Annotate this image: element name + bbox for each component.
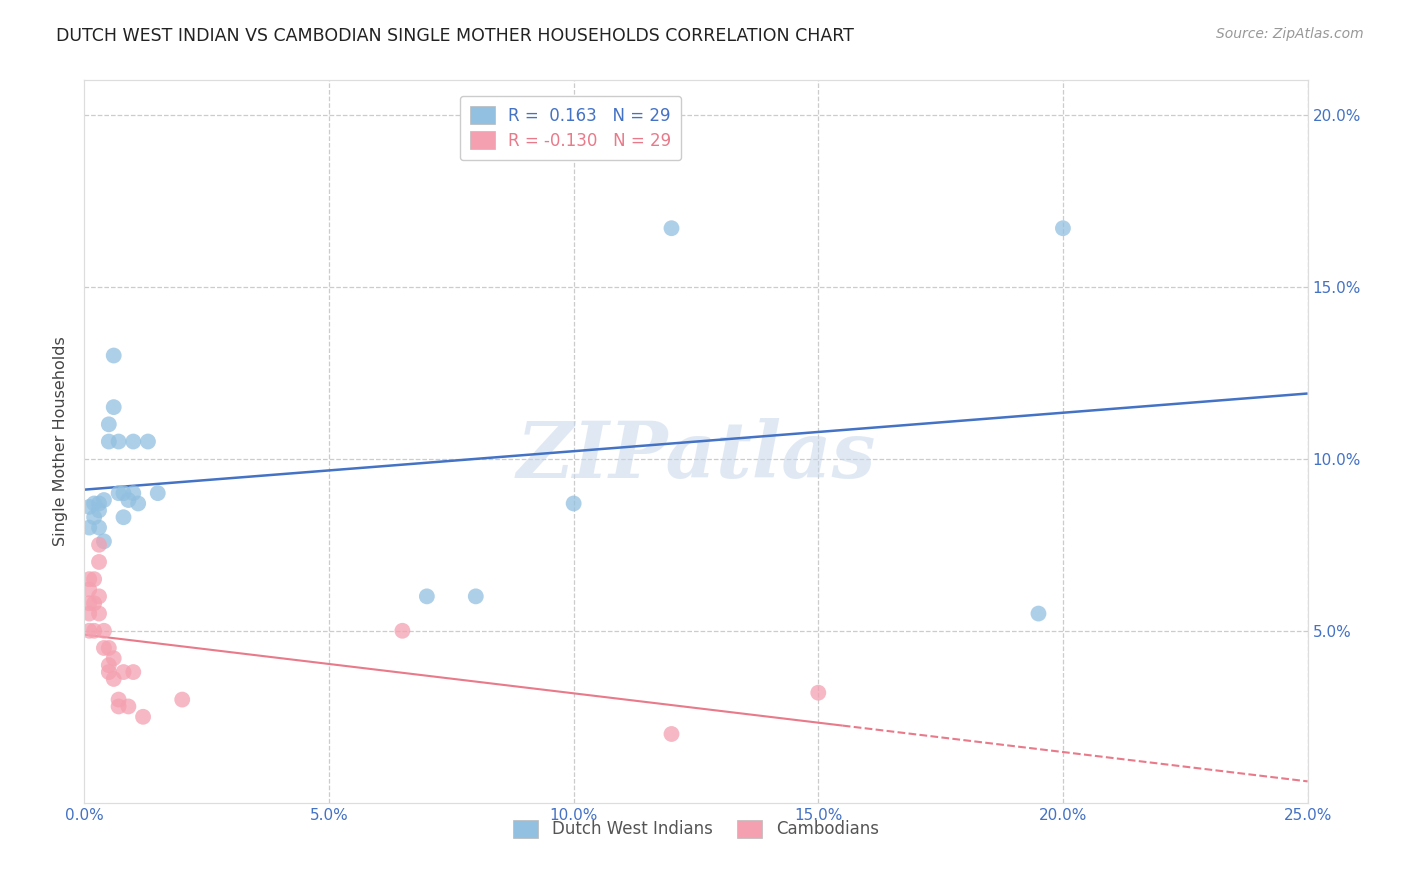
Text: ZIPatlas: ZIPatlas [516,417,876,494]
Point [112,510,135,524]
Point [87,538,110,552]
Point [77,582,100,597]
Point [391,624,413,638]
Point [97,434,120,449]
Point [107,699,129,714]
Point [77,520,100,534]
Point [117,493,139,508]
Point [97,417,120,432]
Point [122,665,145,679]
Point [416,590,439,604]
Point [77,572,100,586]
Point [77,607,100,621]
Point [97,658,120,673]
Legend: Dutch West Indians, Cambodians: Dutch West Indians, Cambodians [506,813,886,845]
Point [107,486,129,500]
Point [87,607,110,621]
Point [83,496,105,510]
Point [77,596,100,610]
Point [117,699,139,714]
Point [562,496,585,510]
Point [87,555,110,569]
Point [103,672,125,686]
Point [122,486,145,500]
Point [112,486,135,500]
Point [136,434,159,449]
Point [103,651,125,665]
Point [103,400,125,414]
Point [93,624,115,638]
Point [93,534,115,549]
Point [661,221,683,235]
Point [1028,607,1050,621]
Point [83,510,105,524]
Point [97,665,120,679]
Text: DUTCH WEST INDIAN VS CAMBODIAN SINGLE MOTHER HOUSEHOLDS CORRELATION CHART: DUTCH WEST INDIAN VS CAMBODIAN SINGLE MO… [56,27,853,45]
Text: Source: ZipAtlas.com: Source: ZipAtlas.com [1216,27,1364,41]
Point [87,503,110,517]
Point [103,349,125,363]
Point [172,692,194,706]
Point [132,710,155,724]
Point [83,596,105,610]
Point [464,590,486,604]
Point [83,624,105,638]
Point [127,496,149,510]
Point [112,665,135,679]
Point [83,572,105,586]
Point [122,434,145,449]
Point [661,727,683,741]
Point [107,434,129,449]
Point [97,640,120,655]
Y-axis label: Single Mother Households: Single Mother Households [53,336,69,547]
Point [1052,221,1074,235]
Point [77,624,100,638]
Point [87,590,110,604]
Point [93,493,115,508]
Point [146,486,169,500]
Point [807,686,830,700]
Point [107,692,129,706]
Point [77,500,100,514]
Point [87,496,110,510]
Point [87,520,110,534]
Point [93,640,115,655]
